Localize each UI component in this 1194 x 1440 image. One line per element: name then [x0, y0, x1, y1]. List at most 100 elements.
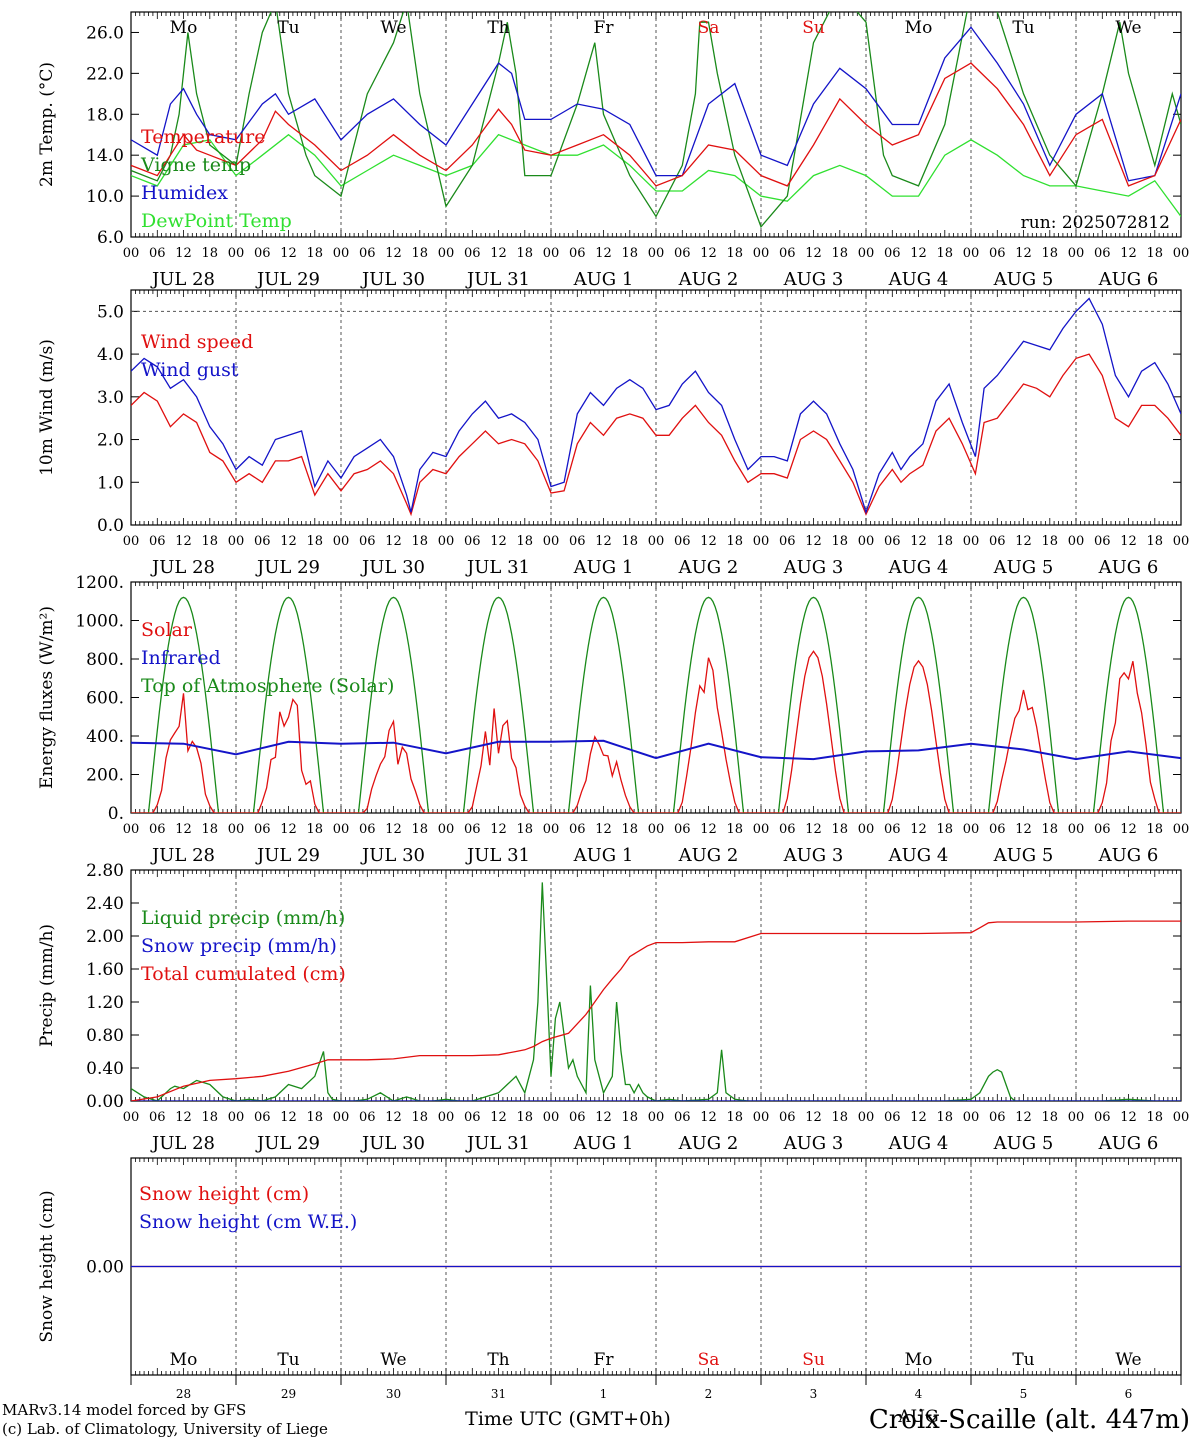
- hour-label: 06: [359, 246, 376, 261]
- legend-entry: Snow precip (mm/h): [141, 935, 337, 957]
- hour-label: 06: [989, 246, 1006, 261]
- hour-label: 00: [228, 534, 245, 549]
- panel-5: 0.00 Snow height (cm) Snow height (cm) Snow…: [37, 1157, 1182, 1427]
- hour-label: 00: [123, 246, 140, 261]
- legend-entry: Infrared: [141, 647, 221, 669]
- hour-label: 00: [648, 1110, 665, 1125]
- hour-label: 12: [595, 1110, 612, 1125]
- hour-label: 00: [543, 246, 560, 261]
- day-number: 5: [1020, 1387, 1028, 1401]
- legend-entry: Top of Atmosphere (Solar): [141, 675, 394, 697]
- hour-label: 06: [359, 822, 376, 837]
- date-label: JUL 31: [465, 1133, 530, 1154]
- station-name: Croix-Scaille (alt. 447m): [869, 1405, 1190, 1435]
- date-label: AUG 6: [1098, 269, 1159, 290]
- hour-label: 12: [175, 1110, 192, 1125]
- date-label: AUG 1: [573, 557, 634, 578]
- day-number: 2: [705, 1387, 713, 1401]
- hour-label: 06: [779, 534, 796, 549]
- hour-label: 18: [306, 534, 323, 549]
- hour-label: 00: [228, 822, 245, 837]
- hour-label: 12: [280, 246, 297, 261]
- date-label: AUG 4: [888, 845, 949, 866]
- hour-label: 00: [1173, 822, 1190, 837]
- series-line-solar: [131, 650, 1181, 813]
- series-group: [131, 596, 1181, 813]
- date-label: JUL 28: [150, 1133, 215, 1154]
- hour-label: 12: [700, 1110, 717, 1125]
- hour-label: 18: [726, 246, 743, 261]
- date-label: AUG 2: [678, 1133, 739, 1154]
- legend-entry: Temperature: [141, 126, 265, 148]
- hour-label: 00: [438, 1110, 455, 1125]
- hour-label: 12: [385, 822, 402, 837]
- hour-label: 12: [910, 534, 927, 549]
- hour-label: 18: [411, 246, 428, 261]
- hour-label: 06: [989, 1110, 1006, 1125]
- series-line-top-of-atmosphere-solar-: [131, 596, 1181, 813]
- hour-label: 06: [569, 1110, 586, 1125]
- y-tick-label: 0.00: [86, 1092, 124, 1112]
- hour-label: 12: [1120, 534, 1137, 549]
- date-label: AUG 3: [783, 557, 844, 578]
- x-tick-marks: [130, 1158, 1182, 1375]
- weekday-label: Th: [487, 1350, 509, 1370]
- y-axis-label: 10m Wind (m/s): [37, 339, 57, 476]
- hour-label: 12: [175, 534, 192, 549]
- hour-label: 00: [543, 534, 560, 549]
- hour-label: 00: [963, 822, 980, 837]
- y-tick-label: 5.0: [97, 302, 124, 322]
- x-tick-marks: [130, 12, 1182, 237]
- date-label: JUL 31: [465, 557, 530, 578]
- panel-2: 0.0 1.0 2.0 3.0 4.0 5.0 10m Wind (m/s) Wind spe…: [37, 289, 1189, 578]
- hour-label: 12: [1120, 822, 1137, 837]
- date-label: JUL 29: [255, 269, 320, 290]
- hour-label: 00: [333, 1110, 350, 1125]
- hour-label: 18: [201, 534, 218, 549]
- hour-label: 06: [779, 246, 796, 261]
- hour-label: 06: [149, 1110, 166, 1125]
- hour-label: 06: [1094, 246, 1111, 261]
- date-label: AUG 4: [888, 557, 949, 578]
- legend-entry: Snow height (cm): [139, 1183, 309, 1205]
- hour-label: 12: [805, 1110, 822, 1125]
- weekday-label: Tu: [277, 18, 299, 38]
- hour-label: 00: [123, 534, 140, 549]
- hour-label: 00: [123, 1110, 140, 1125]
- panel-4: 0.00 0.40 0.80 1.20 1.60 2.00 2.40 2.80 Precip (…: [37, 861, 1189, 1154]
- lab-credit: (c) Lab. of Climatology, University of L…: [2, 1420, 328, 1438]
- legend-entry: Solar: [141, 619, 193, 641]
- date-label: JUL 29: [255, 1133, 320, 1154]
- y-tick-label: 1200.: [75, 573, 124, 593]
- date-label: AUG 6: [1098, 845, 1159, 866]
- hour-label: 12: [280, 534, 297, 549]
- hour-label: 18: [726, 1110, 743, 1125]
- y-tick-label: 0.: [108, 804, 124, 824]
- hour-label: 12: [1015, 246, 1032, 261]
- y-tick-label: 2.0: [97, 431, 124, 451]
- hour-label: 00: [963, 534, 980, 549]
- hour-label: 12: [490, 246, 507, 261]
- hour-label: 18: [306, 1110, 323, 1125]
- hour-label: 00: [438, 822, 455, 837]
- hour-label: 00: [858, 822, 875, 837]
- hour-label: 00: [753, 534, 770, 549]
- x-tick-marks: [130, 582, 1182, 813]
- weekday-label: Fr: [594, 18, 615, 38]
- hour-label: 12: [595, 534, 612, 549]
- hour-label: 18: [831, 246, 848, 261]
- weekday-label: Mo: [170, 1350, 198, 1370]
- hour-label: 12: [805, 822, 822, 837]
- hour-label: 12: [385, 246, 402, 261]
- hour-label: 00: [333, 534, 350, 549]
- hour-label: 00: [753, 1110, 770, 1125]
- y-axis-label: Energy fluxes (W/m²): [37, 606, 57, 789]
- weekday-label: Tu: [277, 1350, 299, 1370]
- hour-label: 06: [989, 822, 1006, 837]
- weekday-label: We: [1115, 1350, 1141, 1370]
- hour-label: 00: [1068, 822, 1085, 837]
- legend-entry: Vigne temp: [140, 154, 251, 176]
- y-tick-label: 22.0: [86, 64, 124, 84]
- hour-label: 18: [1146, 1110, 1163, 1125]
- day-number: 30: [386, 1387, 401, 1401]
